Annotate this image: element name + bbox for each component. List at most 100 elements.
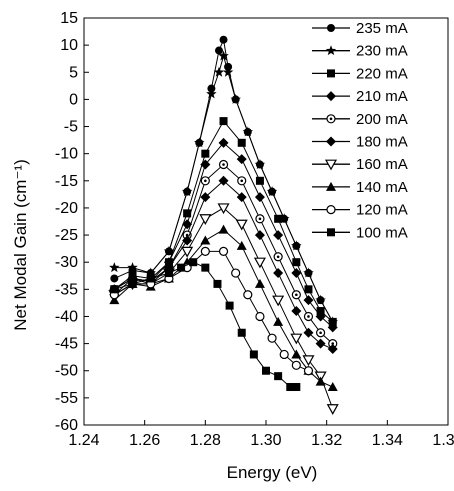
series-120-mA <box>109 246 314 376</box>
x-tick-label: 1.30 <box>250 432 281 449</box>
legend-marker <box>326 114 336 124</box>
series-180-mA <box>109 175 338 355</box>
data-point <box>327 344 338 355</box>
data-point <box>222 66 234 77</box>
x-axis-title: Energy (eV) <box>227 463 318 482</box>
data-point <box>110 274 119 283</box>
data-point <box>164 269 173 278</box>
data-point <box>243 290 253 300</box>
data-point <box>274 214 283 223</box>
legend-item: 180 mA <box>312 134 408 151</box>
series-line <box>114 120 334 323</box>
data-point <box>182 235 193 246</box>
data-point <box>303 366 314 376</box>
x-tick-label: 1.32 <box>311 432 342 449</box>
y-tick-label: -30 <box>55 254 78 271</box>
y-tick-label: -50 <box>55 363 78 380</box>
data-point <box>291 268 302 279</box>
series-line <box>114 142 334 328</box>
x-tick-label: 1.24 <box>68 432 99 449</box>
data-point <box>127 262 138 273</box>
data-point <box>199 214 212 226</box>
data-point <box>183 209 192 218</box>
data-point <box>326 404 339 415</box>
y-tick-label: -35 <box>55 281 78 298</box>
legend-item: 120 mA <box>312 202 408 219</box>
data-point <box>213 66 225 77</box>
data-point <box>255 311 265 322</box>
data-point <box>163 245 175 256</box>
data-point <box>315 311 326 322</box>
data-point <box>110 285 119 294</box>
legend-item: 230 mA <box>312 43 408 60</box>
data-point <box>189 258 198 267</box>
data-point <box>274 372 283 381</box>
legend: 235 mA 230 mA 220 mA 210 mA 200 mA 180 mA 160 … <box>312 20 408 241</box>
y-tick-label: -55 <box>55 390 78 407</box>
data-point <box>272 295 285 307</box>
data-point <box>254 192 265 203</box>
data-point <box>327 382 338 392</box>
data-point <box>225 301 234 310</box>
plot-area: 15 10 5 0 -5 -10 -15 -20 -25 -30 -35 -40 -45 -50 -55 -6… <box>55 10 454 449</box>
data-point <box>206 88 217 99</box>
data-point <box>273 230 284 241</box>
data-point <box>201 149 210 158</box>
legend-item: 235 mA <box>312 20 408 37</box>
y-tick-label: -20 <box>55 200 78 217</box>
legend-label: 100 mA <box>356 224 408 241</box>
y-tick-label: -40 <box>55 308 78 325</box>
data-point <box>273 252 283 262</box>
legend-item: 100 mA <box>312 224 408 241</box>
legend-item: 140 mA <box>312 179 408 196</box>
data-point <box>128 279 137 288</box>
legend-label: 120 mA <box>356 202 408 219</box>
data-point <box>315 338 326 349</box>
data-point <box>292 383 301 392</box>
legend-marker <box>326 181 336 191</box>
data-point <box>253 257 266 269</box>
data-point <box>109 262 120 273</box>
data-point <box>181 246 194 258</box>
legend-item: 220 mA <box>312 65 408 82</box>
x-tick-label: 1.28 <box>190 432 221 449</box>
data-point <box>181 186 193 197</box>
data-point <box>316 328 326 338</box>
series-line <box>114 207 334 409</box>
legend-label: 210 mA <box>356 88 408 105</box>
data-point <box>194 137 205 148</box>
data-point <box>145 267 156 278</box>
data-point <box>200 159 211 170</box>
data-point <box>200 192 211 203</box>
data-point <box>315 294 326 305</box>
x-tick-label: 1.36 <box>432 432 454 449</box>
data-point <box>236 240 247 250</box>
y-tick-label: 10 <box>60 37 78 54</box>
data-point <box>290 333 303 345</box>
data-point <box>237 328 246 337</box>
legend-label: 160 mA <box>356 156 408 173</box>
data-point <box>236 192 247 203</box>
legend-label: 230 mA <box>356 43 408 60</box>
legend-marker <box>324 159 338 171</box>
data-point <box>109 295 120 305</box>
x-tick-label: 1.34 <box>372 432 403 449</box>
data-point <box>235 219 248 231</box>
data-point <box>303 311 314 322</box>
y-axis-title: Net Modal Gain (cm⁻¹) <box>11 159 30 330</box>
data-point <box>327 322 338 333</box>
legend-label: 200 mA <box>356 111 408 128</box>
data-point <box>255 214 265 224</box>
legend-label: 180 mA <box>356 134 408 151</box>
y-tick-label: 5 <box>69 64 78 81</box>
data-point <box>213 279 222 288</box>
data-point <box>146 274 155 283</box>
legend-marker <box>326 136 336 147</box>
data-point <box>273 268 284 279</box>
y-tick-label: -60 <box>55 417 78 434</box>
data-point <box>267 333 277 343</box>
legend-marker <box>327 228 335 237</box>
data-point <box>242 126 254 137</box>
data-point <box>218 137 229 148</box>
